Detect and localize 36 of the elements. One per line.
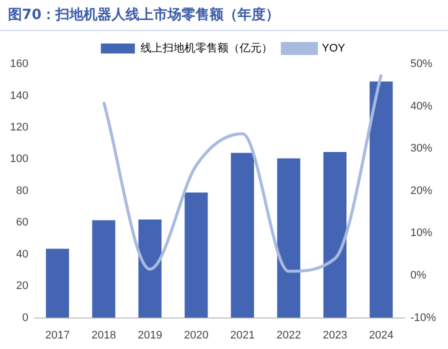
x-tick-label: 2023 — [322, 329, 348, 342]
x-tick-label: 2020 — [184, 329, 208, 342]
y-tick-label: 20 — [16, 280, 28, 292]
x-tick-label: 2021 — [230, 329, 255, 342]
y-tick-label: 80 — [16, 184, 28, 197]
y-tick-label: 40 — [16, 248, 28, 260]
x-tick-label: 2017 — [45, 329, 70, 342]
y2-tick-label: 40% — [410, 100, 433, 112]
bar — [46, 248, 70, 318]
y-tick-label: 160 — [10, 58, 28, 70]
y-tick-label: 0 — [22, 312, 28, 324]
y2-tick-label: 10% — [410, 227, 433, 240]
x-tick-label: 2024 — [368, 329, 394, 342]
legend-label: YOY — [322, 42, 346, 55]
x-tick-label: 2022 — [276, 329, 301, 342]
bar — [230, 152, 254, 318]
y-tick-label: 100 — [10, 153, 28, 166]
x-tick-label: 2019 — [138, 329, 162, 342]
y2-tick-label: 50% — [410, 58, 433, 70]
y-tick-label: 60 — [16, 216, 28, 229]
chart-title: 图70：扫地机器人线上市场零售额（年度） — [0, 0, 448, 31]
y2-tick-label: 0% — [410, 270, 426, 282]
y2-tick-label: 20% — [410, 184, 433, 197]
bar — [323, 152, 347, 318]
bar — [277, 158, 300, 318]
x-tick-label: 2018 — [91, 329, 116, 342]
bar — [92, 220, 116, 318]
bar — [370, 81, 393, 318]
bar — [138, 219, 162, 318]
y-tick-label: 120 — [10, 121, 28, 134]
y2-tick-label: -10% — [410, 312, 436, 324]
legend-label: 线上扫地机零售额（亿元） — [140, 42, 272, 55]
line-series — [102, 73, 383, 273]
y-tick-label: 140 — [10, 90, 28, 102]
bar — [184, 192, 208, 318]
y2-tick-label: 30% — [410, 142, 433, 155]
